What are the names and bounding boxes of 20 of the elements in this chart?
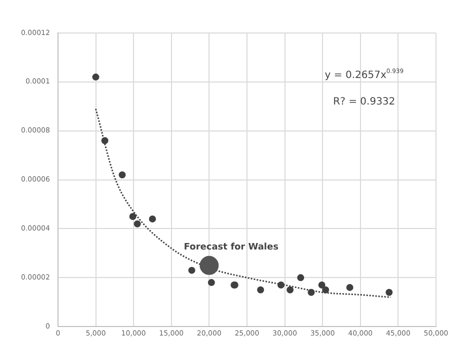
point: [346, 284, 354, 291]
point: [322, 286, 330, 294]
line-series: [95, 108, 392, 298]
point: [297, 274, 304, 282]
point: [101, 137, 108, 144]
point: [148, 215, 156, 222]
point: [129, 213, 136, 220]
point: [188, 266, 196, 274]
annotation: Forecast for Wales: [184, 242, 278, 252]
point: [208, 279, 215, 286]
point: [257, 286, 264, 294]
annotation: R? = 0.9332: [333, 96, 396, 108]
point: [286, 286, 294, 294]
point: [278, 282, 284, 289]
point: [308, 288, 315, 296]
point: [118, 171, 126, 178]
point: [92, 74, 100, 81]
point: [134, 220, 141, 228]
point: [318, 282, 326, 289]
point: [386, 288, 393, 296]
